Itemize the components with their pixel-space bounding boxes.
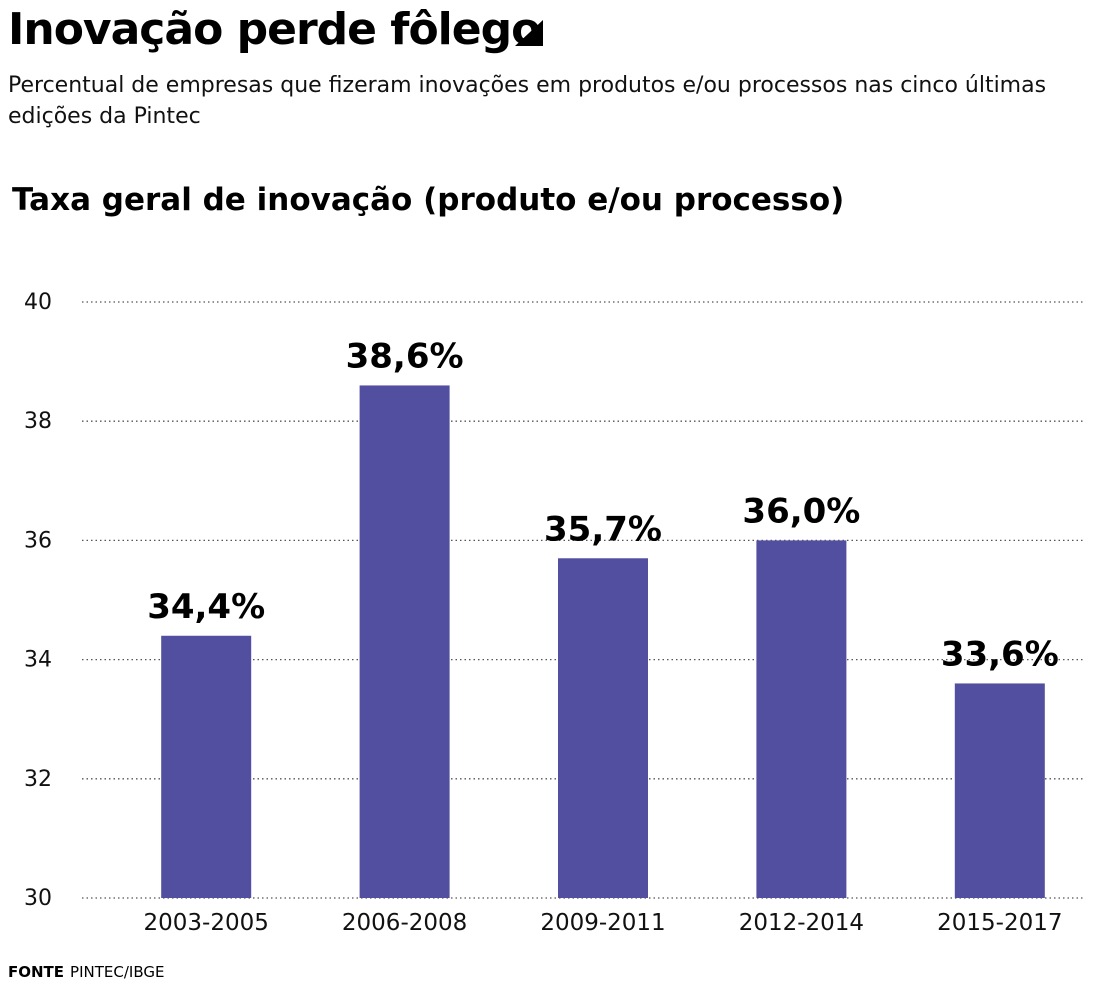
source-label: FONTE — [8, 963, 65, 981]
bar — [558, 558, 648, 898]
x-tick-label: 2003-2005 — [144, 910, 269, 936]
bar — [756, 540, 847, 898]
y-tick-label: 38 — [24, 409, 52, 434]
source-text: PINTEC/IBGE — [70, 963, 165, 981]
subtitle: Percentual de empresas que fizeram inova… — [8, 73, 1047, 129]
source: FONTE PINTEC/IBGE — [8, 963, 164, 981]
data-label: 35,7% — [544, 509, 662, 549]
data-label: 38,6% — [346, 336, 464, 376]
y-tick-label: 30 — [24, 886, 52, 911]
data-label: 34,4% — [147, 587, 265, 627]
x-tick-label: 2006-2008 — [342, 910, 467, 936]
data-label: 33,6% — [941, 634, 1059, 674]
headline: Inovação perde fôlego — [8, 4, 541, 55]
bar — [161, 635, 252, 898]
y-tick-label: 34 — [24, 648, 52, 673]
x-tick-label: 2009-2011 — [540, 910, 665, 936]
bar — [359, 385, 450, 898]
chart-title: Taxa geral de inovação (produto e/ou pro… — [12, 182, 845, 218]
y-tick-label: 36 — [24, 528, 52, 553]
x-tick-label: 2015-2017 — [937, 910, 1062, 936]
headline-triangle-icon — [515, 20, 543, 46]
bar — [954, 683, 1045, 898]
x-tick-label: 2012-2014 — [739, 910, 864, 936]
data-label: 36,0% — [742, 491, 860, 531]
y-tick-label: 40 — [24, 290, 52, 315]
y-tick-label: 32 — [24, 767, 52, 792]
